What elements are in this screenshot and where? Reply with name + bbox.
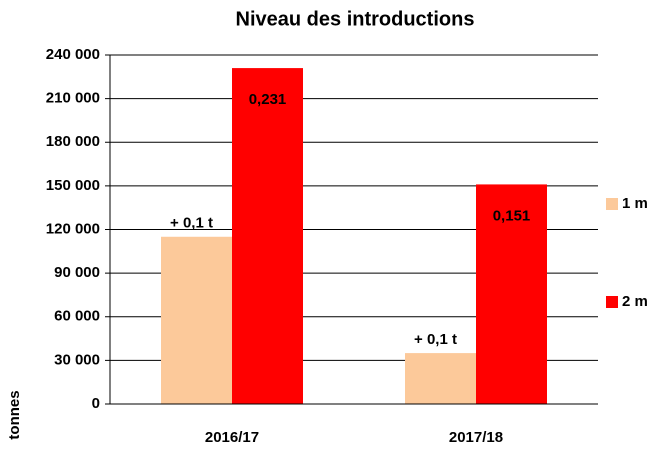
legend-label: 2 m (622, 293, 648, 310)
y-tick-label: 90 000 (54, 264, 100, 281)
y-tick-label: 0 (92, 395, 100, 412)
y-tick-label: 180 000 (46, 133, 100, 150)
bar (161, 236, 232, 404)
chart-title: Niveau des introductions (236, 8, 475, 30)
legend-label: 1 m (622, 195, 648, 212)
annotation: + 0,1 t (414, 331, 457, 348)
legend-swatch (606, 296, 618, 308)
bar (405, 353, 476, 404)
y-tick-label: 240 000 (46, 46, 100, 63)
y-tick-label: 150 000 (46, 177, 100, 194)
y-tick-label: 30 000 (54, 351, 100, 368)
annotation: + 0,1 t (170, 215, 213, 232)
x-tick-label: 2017/18 (449, 429, 503, 446)
bar (476, 184, 547, 404)
data-label: 0,231 (249, 91, 287, 108)
bar (232, 68, 303, 405)
x-tick-label: 2016/17 (205, 429, 259, 446)
y-axis-label: tonnes (6, 390, 23, 439)
legend-swatch (606, 198, 618, 210)
data-label: 0,151 (493, 207, 531, 224)
y-tick-label: 60 000 (54, 308, 100, 325)
y-tick-label: 210 000 (46, 90, 100, 107)
y-tick-label: 120 000 (46, 220, 100, 237)
